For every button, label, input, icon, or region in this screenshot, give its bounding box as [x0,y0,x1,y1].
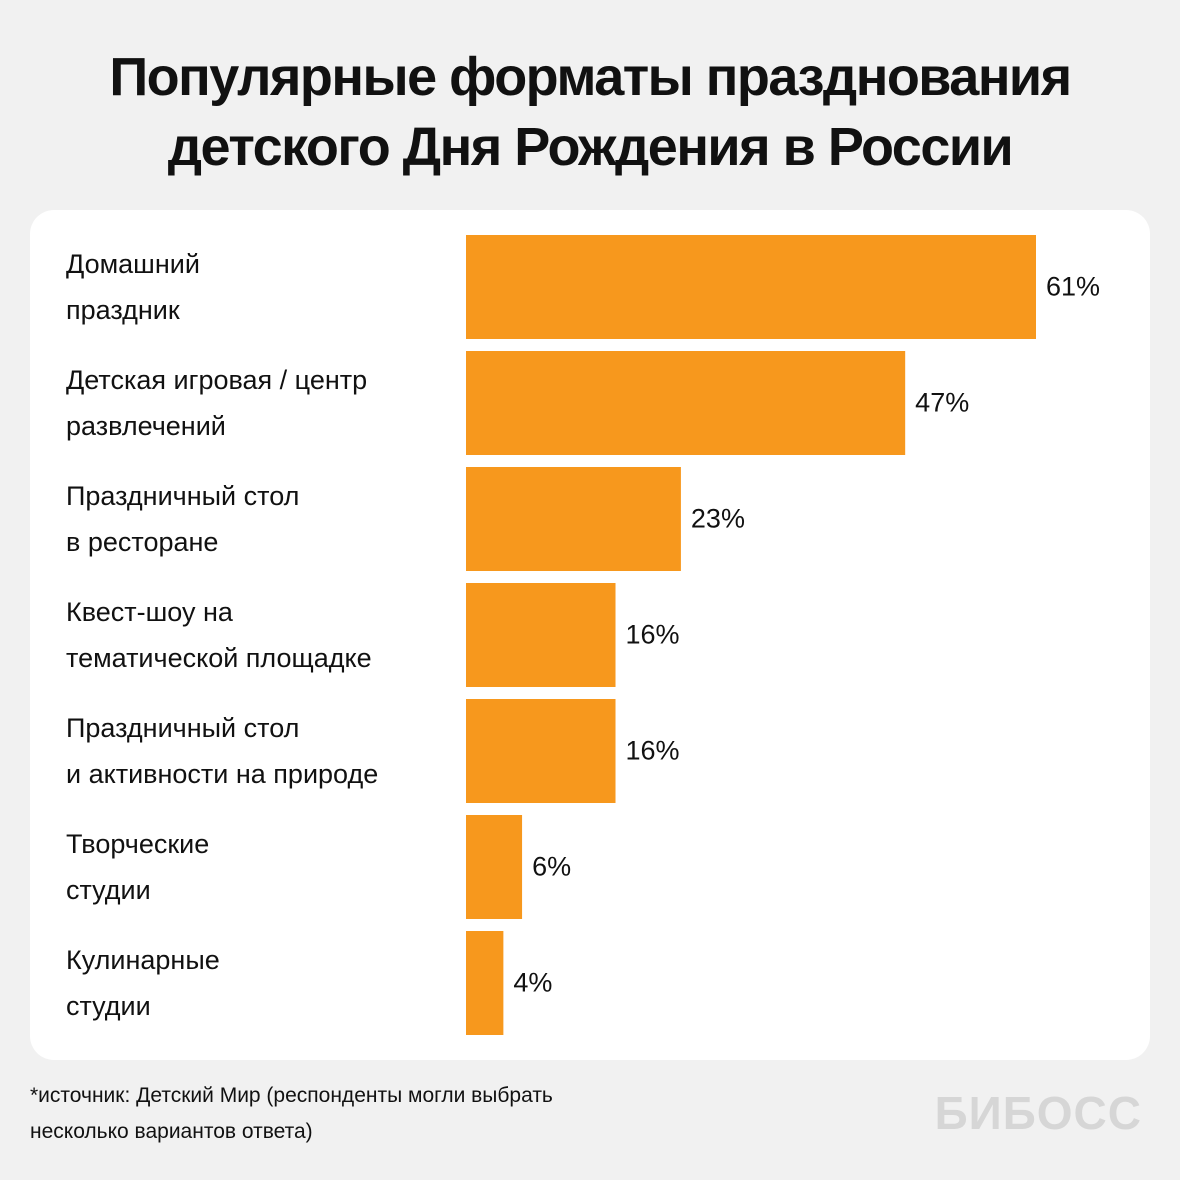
bar [466,235,1036,339]
bar [466,583,616,687]
bar [466,699,616,803]
value-label: 61% [1046,271,1101,302]
value-label: 4% [513,967,553,998]
value-label: 47% [915,387,970,418]
logo: БИБОСС [934,1087,1142,1139]
bar [466,815,523,919]
value-label: 23% [690,503,745,534]
category-label: Творческие студии [66,829,210,905]
category-label: Кулинарные студии [66,945,220,1021]
category-label: Праздничный стол в ресторане [66,481,300,557]
bar [466,467,681,571]
bar [466,931,504,1035]
footnote: *источник: Детский Мир (респонденты могл… [30,1084,553,1143]
chart-title: Популярные форматы празднования детского… [109,47,1072,177]
value-label: 6% [532,851,572,882]
category-label: Детская игровая / центр развлечений [66,365,368,441]
value-label: 16% [625,619,680,650]
category-label: Квест-шоу на тематической площадке [66,597,372,673]
category-label: Праздничный стол и активности на природе [66,713,379,789]
value-label: 16% [625,735,680,766]
category-label: Домашний праздник [66,249,200,325]
bar [466,351,906,455]
